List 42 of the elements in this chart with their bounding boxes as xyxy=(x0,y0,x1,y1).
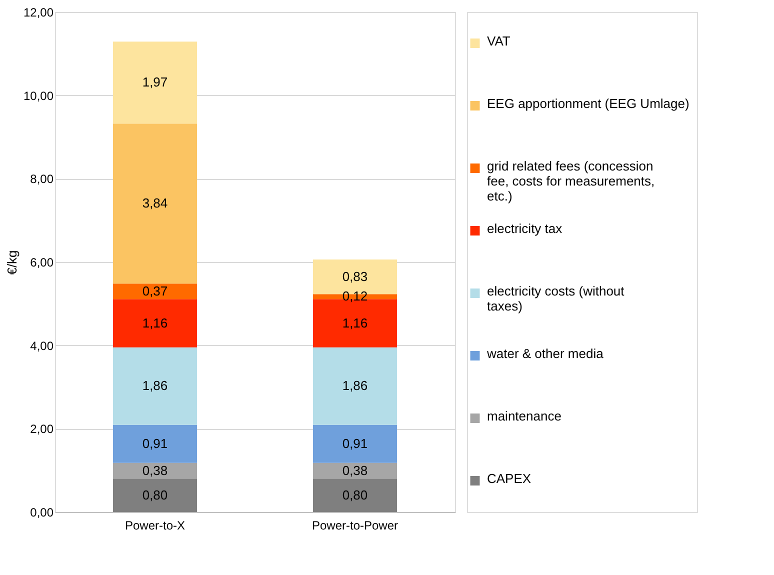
data-label: 0,91 xyxy=(142,436,168,451)
data-label: 0,80 xyxy=(142,487,168,502)
data-label: 3,84 xyxy=(142,196,168,211)
bar xyxy=(113,424,197,463)
bar xyxy=(313,478,397,512)
legend-label: electricity tax xyxy=(487,220,563,236)
data-label: 0,38 xyxy=(142,462,168,478)
bar xyxy=(313,424,397,463)
legend-label: maintenance xyxy=(487,408,562,424)
data-label: 1,86 xyxy=(342,378,368,394)
y-tick-label: 4,00 xyxy=(30,338,54,353)
y-tick-label: 12,00 xyxy=(23,6,54,20)
y-tick-label: 0,00 xyxy=(30,506,54,520)
data-label: 0,37 xyxy=(142,283,168,298)
legend-label: CAPEX xyxy=(487,470,532,486)
data-label: 1,97 xyxy=(142,74,168,90)
bar xyxy=(113,42,197,124)
y-tick-label: 6,00 xyxy=(30,256,54,270)
data-label: 0,80 xyxy=(342,487,368,502)
bar xyxy=(113,347,197,425)
legend-label: EEG apportionment (EEG Umlage) xyxy=(487,96,690,111)
data-label: 0,38 xyxy=(342,462,368,478)
y-tick-label: 8,00 xyxy=(30,172,54,186)
data-label: 1,16 xyxy=(142,315,168,330)
x-tick-label: Power-to-Power xyxy=(312,518,398,532)
data-label: 0,91 xyxy=(342,436,368,451)
data-label: 1,16 xyxy=(342,315,368,330)
legend-label: electricity costs (without taxes) xyxy=(487,283,625,314)
data-label: 1,86 xyxy=(142,378,168,394)
bar xyxy=(113,478,197,512)
x-tick-label: Power-to-X xyxy=(124,518,186,532)
bar xyxy=(113,124,197,284)
bar xyxy=(113,284,197,300)
legend-label: water & other media xyxy=(486,346,604,361)
bar xyxy=(313,347,397,425)
y-axis-title: €/kg xyxy=(4,250,20,275)
bar xyxy=(113,299,197,348)
y-tick-label: 10,00 xyxy=(23,88,54,103)
data-label: 0,83 xyxy=(342,268,368,284)
legend-label: grid related fees (concession fee, costs for measurements, etc.) xyxy=(487,158,655,204)
y-tick-label: 2,00 xyxy=(30,422,54,436)
legend-label: VAT xyxy=(487,33,510,48)
